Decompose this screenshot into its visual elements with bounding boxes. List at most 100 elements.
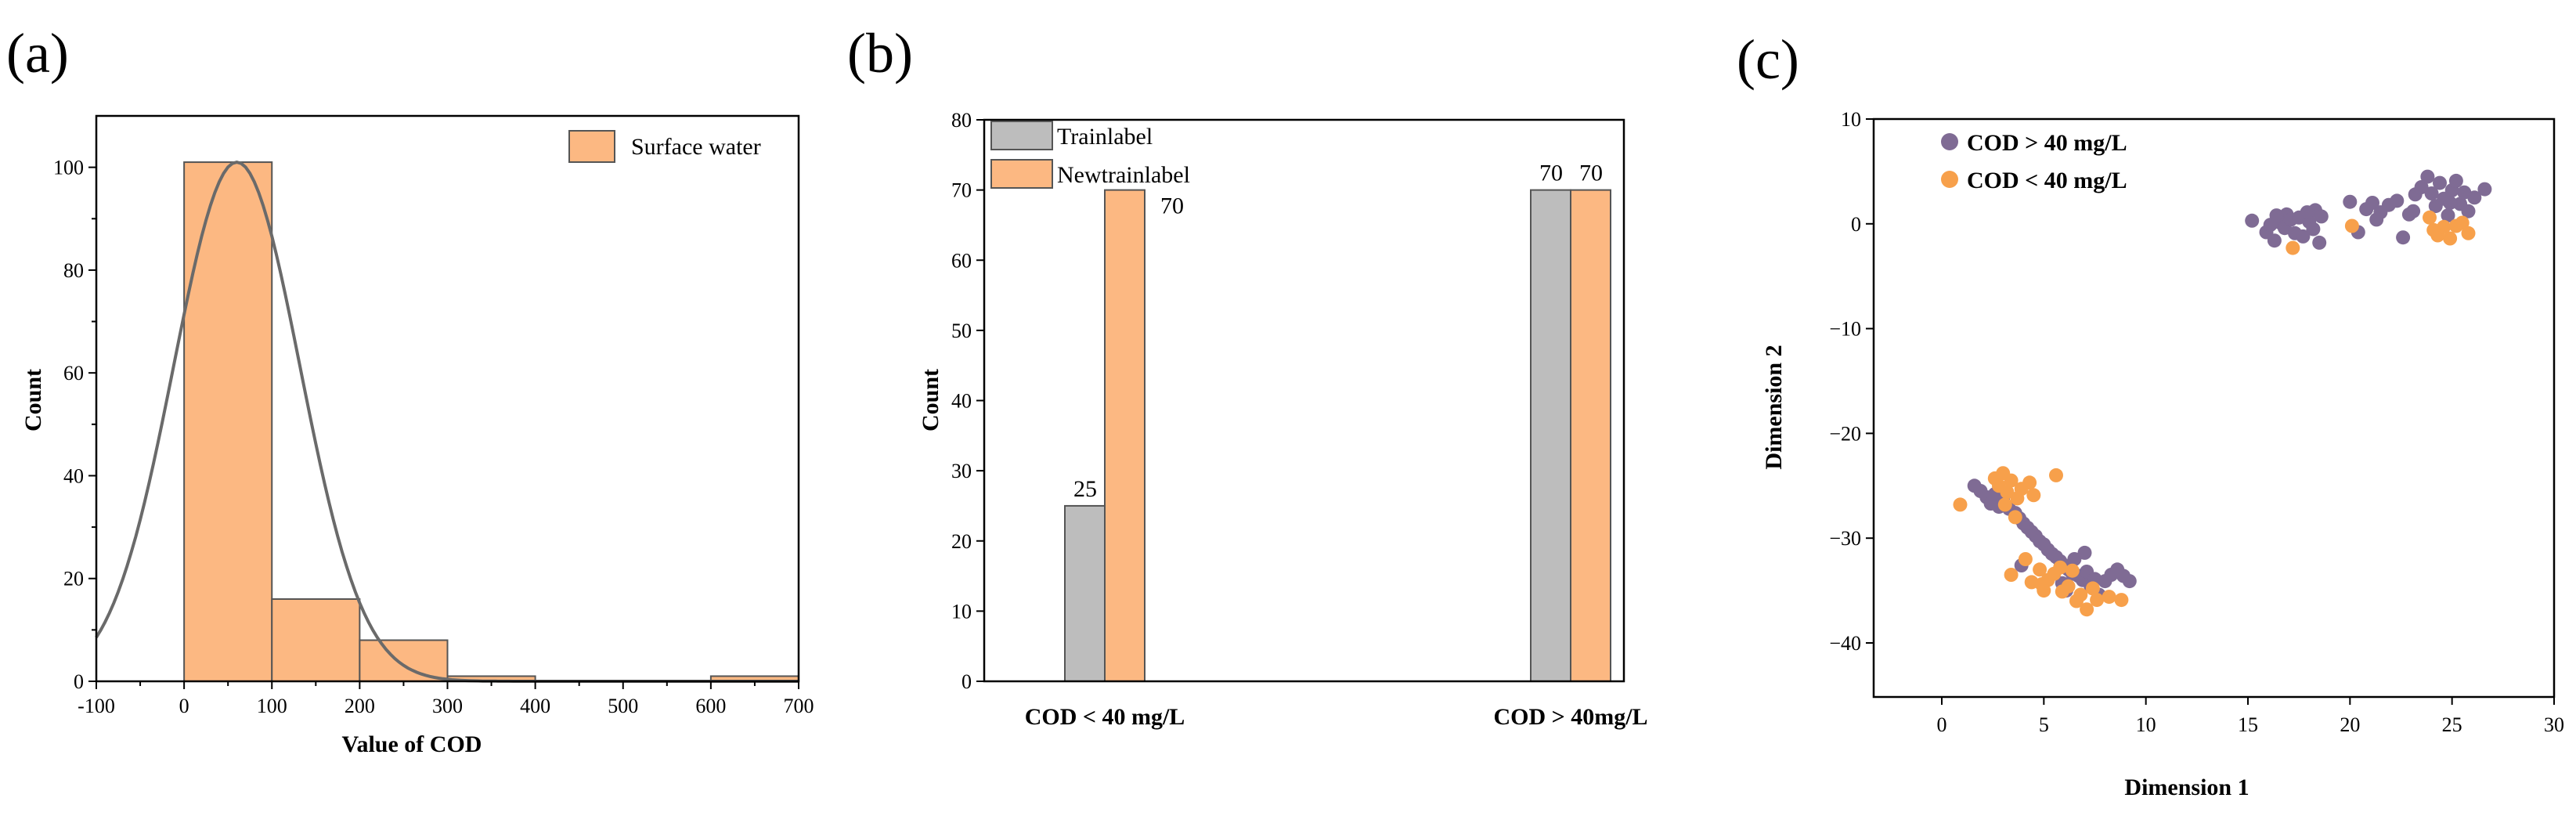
x-tick-label: 300 bbox=[432, 695, 463, 717]
scatter-point-cod-below-40 bbox=[2004, 473, 2019, 488]
y-tick-label: 80 bbox=[63, 259, 84, 282]
scatter-point-cod-above-40 bbox=[2067, 552, 2082, 566]
scatter-point-cod-below-40 bbox=[2065, 563, 2080, 578]
scatter-point-cod-below-40 bbox=[2085, 581, 2100, 596]
y-tick-label: 100 bbox=[53, 157, 84, 179]
y-tick-label: 60 bbox=[63, 362, 84, 385]
scatter-point-cod-above-40 bbox=[2414, 180, 2429, 194]
y-tick-label: 40 bbox=[63, 464, 84, 487]
panel-b-legend: Trainlabel Newtrainlabel bbox=[990, 121, 1190, 189]
x-tick-label: 0 bbox=[179, 695, 189, 717]
legend-label-surface-water: Surface water bbox=[631, 134, 761, 160]
scatter-point-cod-above-40 bbox=[2369, 212, 2384, 227]
legend-swatch-surface-water bbox=[568, 130, 615, 163]
scatter-point-cod-above-40 bbox=[2365, 196, 2379, 210]
scatter-point-cod-above-40 bbox=[2396, 230, 2411, 245]
panel-a-legend: Surface water bbox=[568, 130, 761, 163]
y-tick-label: 0 bbox=[961, 670, 972, 693]
bar-value-label: 70 bbox=[1539, 161, 1563, 186]
scatter-point-cod-below-40 bbox=[2455, 215, 2470, 230]
scatter-point-cod-below-40 bbox=[2426, 222, 2441, 237]
y-tick-label: 70 bbox=[951, 179, 972, 202]
scatter-point-cod-below-40 bbox=[2061, 579, 2076, 594]
scatter-point-cod-below-40 bbox=[2286, 240, 2300, 255]
y-tick-label: 20 bbox=[951, 530, 972, 553]
y-tick-label: −10 bbox=[1829, 318, 1861, 341]
panel-c-x-axis-title: Dimension 1 bbox=[2124, 774, 2249, 800]
x-category-label: COD < 40 mg/L bbox=[1025, 704, 1185, 730]
scatter-point-cod-above-40 bbox=[2467, 190, 2482, 205]
y-tick-label: 10 bbox=[951, 600, 972, 623]
legend-swatch-trainlabel bbox=[990, 121, 1053, 150]
legend-label-trainlabel: Trainlabel bbox=[1057, 124, 1153, 150]
bar-value-label: 70 bbox=[1160, 193, 1184, 219]
legend-label-cod-below-40: COD < 40 mg/L bbox=[1967, 168, 2127, 193]
panel-c-legend: COD > 40 mg/L COD < 40 mg/L bbox=[1941, 130, 2127, 193]
y-tick-label: 0 bbox=[1851, 213, 1861, 236]
scatter-point-cod-above-40 bbox=[2343, 194, 2358, 209]
panel-b-y-axis-title: Count bbox=[918, 369, 943, 431]
bar-value-label: 25 bbox=[1073, 476, 1097, 502]
x-tick-label: 0 bbox=[1937, 713, 1947, 736]
x-tick-label: 15 bbox=[2238, 713, 2258, 736]
bar-newtrainlabel-0 bbox=[1104, 189, 1145, 682]
panel-a-x-axis-title: Value of COD bbox=[342, 731, 482, 757]
scatter-point-cod-above-40 bbox=[2312, 235, 2327, 250]
scatter-point-cod-below-40 bbox=[2423, 210, 2437, 225]
x-tick-label: 10 bbox=[2136, 713, 2156, 736]
scatter-point-cod-below-40 bbox=[2049, 468, 2063, 482]
x-tick-label: 5 bbox=[2039, 713, 2049, 736]
scatter-point-cod-above-40 bbox=[2443, 196, 2458, 210]
scatter-point-cod-above-40 bbox=[2245, 213, 2260, 228]
bar-value-label: 70 bbox=[1579, 161, 1603, 186]
y-tick-label: 50 bbox=[951, 320, 972, 342]
x-tick-label: 20 bbox=[2340, 713, 2360, 736]
scatter-point-cod-above-40 bbox=[2267, 233, 2282, 248]
scatter-point-cod-above-40 bbox=[2296, 229, 2311, 244]
scatter-point-cod-below-40 bbox=[2344, 218, 2359, 233]
scatter-point-cod-above-40 bbox=[2461, 204, 2476, 218]
scatter-point-cod-above-40 bbox=[2263, 218, 2278, 233]
y-tick-label: −30 bbox=[1829, 527, 1861, 550]
legend-marker-cod-above-40 bbox=[1941, 133, 1958, 150]
scatter-point-cod-below-40 bbox=[2461, 226, 2476, 240]
scatter-point-cod-below-40 bbox=[2033, 562, 2047, 577]
scatter-point-cod-below-40 bbox=[2080, 602, 2094, 617]
y-tick-label: 10 bbox=[1841, 108, 1861, 131]
panel-a-y-axis-title: Count bbox=[20, 369, 46, 431]
scatter-point-cod-above-40 bbox=[2314, 209, 2329, 224]
y-tick-label: 20 bbox=[63, 568, 84, 590]
scatter-point-cod-above-40 bbox=[2077, 545, 2092, 560]
scatter-point-cod-below-40 bbox=[2026, 488, 2041, 503]
scatter-point-cod-below-40 bbox=[2102, 590, 2116, 605]
panel-c-y-axis-title: Dimension 2 bbox=[1761, 345, 1787, 469]
scatter-point-cod-below-40 bbox=[2034, 577, 2049, 592]
panel-c-label: (c) bbox=[1737, 28, 1799, 91]
y-tick-label: −40 bbox=[1829, 632, 1861, 655]
scatter-point-cod-below-40 bbox=[2004, 568, 2019, 582]
legend-swatch-newtrainlabel bbox=[990, 159, 1053, 189]
histogram-bar-0 bbox=[183, 161, 273, 682]
panel-c-scatter: (c) 0 5 10 15 20 25 30 10 0 −10 −20 −30 −40 COD > 40… bbox=[1737, 28, 2564, 800]
scatter-point-cod-below-40 bbox=[2018, 552, 2033, 566]
legend-label-cod-above-40: COD > 40 mg/L bbox=[1967, 130, 2127, 156]
y-tick-label: 60 bbox=[951, 249, 972, 272]
scatter-point-cod-above-40 bbox=[2306, 222, 2321, 236]
scatter-point-cod-below-40 bbox=[2022, 475, 2037, 490]
scatter-point-cod-above-40 bbox=[2122, 574, 2137, 589]
y-tick-label: 0 bbox=[74, 670, 84, 693]
scatter-point-cod-above-40 bbox=[2441, 208, 2455, 223]
panel-b-bar-chart: (b) 25 70 70 70 0 10 20 30 40 50 60 70 80 COD < 40 mg… bbox=[847, 22, 1648, 730]
panel-b-label: (b) bbox=[847, 22, 913, 85]
scatter-point-cod-above-40 bbox=[2448, 173, 2463, 188]
x-tick-label: 200 bbox=[345, 695, 375, 717]
x-tick-label: -100 bbox=[78, 695, 115, 717]
scatter-point-cod-above-40 bbox=[2300, 205, 2314, 220]
panel-a-histogram: (a) -100 0 100 200 300 400 500 600 7000204060801… bbox=[6, 22, 814, 757]
scatter-point-cod-below-40 bbox=[2008, 510, 2022, 525]
panel-a-label: (a) bbox=[6, 22, 69, 85]
y-tick-label: 40 bbox=[951, 390, 972, 413]
scatter-point-cod-below-40 bbox=[2090, 593, 2105, 608]
